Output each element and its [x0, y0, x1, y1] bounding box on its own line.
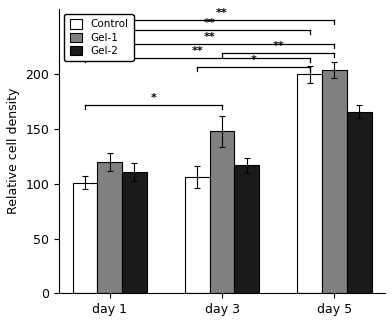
Bar	[347, 112, 372, 293]
Bar	[122, 172, 147, 293]
Text: **: **	[216, 8, 228, 18]
Bar	[73, 183, 97, 293]
Bar	[234, 165, 259, 293]
Bar	[210, 131, 234, 293]
Legend: Control, Gel-1, Gel-2: Control, Gel-1, Gel-2	[64, 14, 134, 61]
Bar	[322, 70, 347, 293]
Text: **: **	[191, 47, 203, 57]
Text: *: *	[151, 93, 156, 103]
Bar	[97, 162, 122, 293]
Bar	[185, 177, 210, 293]
Text: **: **	[204, 18, 216, 28]
Text: **: **	[204, 32, 216, 42]
Text: *: *	[250, 55, 256, 65]
Text: **: **	[272, 41, 284, 51]
Bar	[298, 75, 322, 293]
Y-axis label: Relative cell density: Relative cell density	[7, 88, 20, 214]
